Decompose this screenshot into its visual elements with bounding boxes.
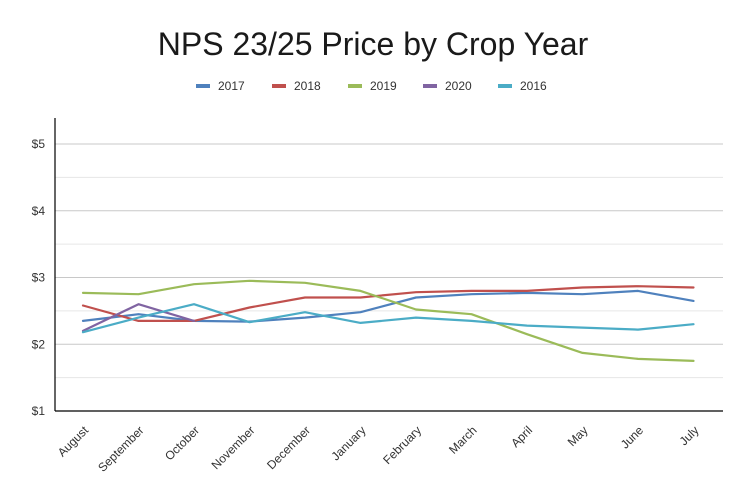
x-tick-label: February bbox=[380, 423, 424, 467]
legend-label-2020: 2020 bbox=[445, 79, 472, 93]
legend: 2017 2018 2019 2020 2016 bbox=[196, 79, 547, 93]
x-tick-label: April bbox=[508, 423, 535, 450]
gridlines bbox=[55, 143, 723, 379]
x-axis: August September October November December Ja… bbox=[55, 410, 723, 475]
y-axis: $1 $2 $3 $4 $5 bbox=[32, 118, 56, 418]
series-line-2018 bbox=[81, 285, 695, 322]
x-tick-label: June bbox=[618, 423, 647, 452]
x-tick-label: May bbox=[565, 423, 591, 449]
x-tick-label: December bbox=[264, 423, 313, 472]
x-tick-label: January bbox=[329, 423, 369, 463]
legend-label-2017: 2017 bbox=[218, 79, 245, 93]
legend-label-2016: 2016 bbox=[520, 79, 547, 93]
y-tick-label: $2 bbox=[32, 337, 46, 351]
series-lines bbox=[81, 279, 695, 362]
x-tick-label: October bbox=[162, 423, 202, 463]
x-tick-label: March bbox=[446, 423, 479, 456]
x-tick-label: July bbox=[677, 423, 702, 448]
series-line-2019 bbox=[81, 279, 695, 362]
series-line-2020 bbox=[81, 303, 196, 332]
series-line-2016 bbox=[81, 303, 695, 334]
y-tick-label: $3 bbox=[32, 271, 46, 285]
x-tick-label: November bbox=[209, 423, 258, 472]
y-tick-label: $1 bbox=[32, 404, 46, 418]
y-tick-label: $5 bbox=[32, 137, 46, 151]
legend-label-2018: 2018 bbox=[294, 79, 321, 93]
series-line-2017 bbox=[81, 289, 695, 323]
x-tick-label: August bbox=[55, 423, 92, 460]
chart-title: NPS 23/25 Price by Crop Year bbox=[158, 26, 589, 62]
legend-label-2019: 2019 bbox=[370, 79, 397, 93]
x-tick-label: September bbox=[95, 423, 146, 474]
y-tick-label: $4 bbox=[32, 204, 46, 218]
